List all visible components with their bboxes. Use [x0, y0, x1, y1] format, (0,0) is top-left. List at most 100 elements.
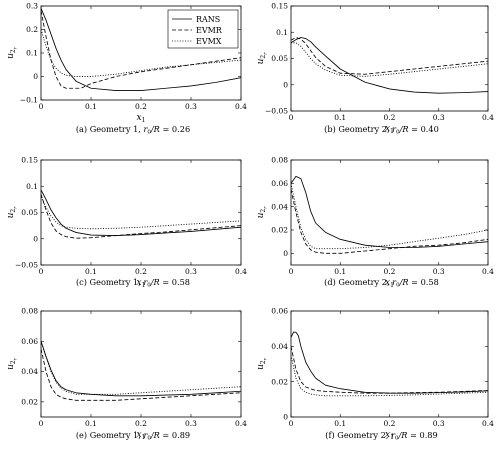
x-tick-label: 0.1 — [85, 267, 97, 276]
series-line-rans — [291, 37, 488, 94]
y-tick-label: 0.2 — [26, 25, 38, 34]
x-axis-label: x1 — [385, 430, 394, 441]
series-line-rans — [291, 175, 488, 248]
x-tick-label: 0 — [289, 267, 294, 276]
x-tick-label: 0.3 — [433, 419, 445, 428]
y-tick-label: 0.04 — [271, 342, 288, 351]
series-line-evmr — [41, 194, 241, 239]
x-axis-label: x1 — [137, 278, 146, 289]
y-tick-label: 0.08 — [271, 156, 288, 165]
plot-frame — [40, 310, 242, 418]
series-line-evmx — [291, 355, 488, 397]
y-axis-label: u2r — [6, 206, 19, 219]
y-tick-label: −0.1 — [20, 96, 38, 105]
chart-panel-5: 0 0.1 0.2 0.3 0.4 0.02 0.04 0.06 0.08 x1 u2r (e) Ge… — [6, 307, 247, 442]
y-tick-label: 0.06 — [271, 307, 288, 316]
x-tick-label: 0.2 — [135, 102, 147, 111]
x-tick-label: 0.2 — [384, 419, 396, 428]
plot-frame — [40, 159, 242, 266]
x-axis-label: x1 — [385, 124, 394, 135]
y-tick-label: 0 — [283, 413, 288, 422]
x-tick-label: 0.4 — [235, 102, 247, 111]
x-tick-label: 0.1 — [334, 267, 346, 276]
panel-caption: (f) Geometry 2, r0/R = 0.89 — [325, 430, 437, 442]
y-tick-label: 0 — [283, 249, 288, 258]
x-axis-label: x1 — [385, 278, 394, 289]
x-tick-label: 0.3 — [185, 102, 197, 111]
panel-caption: (c) Geometry 1, r0/R = 0.58 — [76, 277, 190, 289]
y-tick-label: 0.02 — [21, 397, 38, 406]
y-tick-label: −0.05 — [15, 261, 38, 270]
panel-caption: (b) Geometry 2, r0/R = 0.40 — [324, 124, 439, 136]
y-axis-label: u2r — [256, 357, 269, 370]
x-axis-label: x1 — [137, 430, 146, 441]
x-tick-label: 0 — [39, 267, 44, 276]
x-tick-label: 0 — [289, 419, 294, 428]
legend-label-rans: RANS — [196, 15, 220, 24]
x-tick-label: 0.2 — [384, 113, 396, 122]
series-line-rans — [41, 8, 241, 92]
x-tick-label: 0.3 — [433, 267, 445, 276]
panel-caption: (d) Geometry 2, r0/R = 0.58 — [324, 277, 439, 289]
y-tick-label: 0.15 — [271, 2, 288, 11]
x-tick-label: 0.3 — [185, 419, 197, 428]
y-tick-label: 0 — [283, 80, 288, 89]
y-tick-label: 0 — [33, 72, 38, 81]
series-line-evmr — [291, 189, 488, 254]
y-tick-label: 0.06 — [21, 337, 38, 346]
legend-box — [167, 9, 239, 49]
legend: RANS EVMR EVMX — [167, 9, 239, 49]
y-tick-label: 0.02 — [271, 226, 288, 235]
x-tick-label: 0.1 — [85, 102, 97, 111]
x-tick-label: 0.2 — [135, 419, 147, 428]
x-tick-label: 0.3 — [185, 267, 197, 276]
y-tick-label: 0.3 — [26, 2, 38, 11]
x-tick-label: 0.4 — [482, 267, 494, 276]
panel-caption: (a) Geometry 1, r0/R = 0.26 — [76, 124, 190, 136]
series-line-evmr — [291, 346, 488, 394]
y-tick-label: 0.04 — [271, 202, 288, 211]
x-tick-label: 0.4 — [482, 419, 494, 428]
series-line-rans — [291, 331, 488, 394]
x-tick-label: 0.1 — [334, 419, 346, 428]
x-tick-label: 0.4 — [482, 113, 494, 122]
y-tick-label: 0.08 — [21, 307, 38, 316]
y-tick-label: 0 — [33, 234, 38, 243]
x-tick-label: 0.1 — [334, 113, 346, 122]
series-line-evmr — [291, 37, 488, 75]
x-tick-label: 0.1 — [85, 419, 97, 428]
x-tick-label: 0.3 — [433, 113, 445, 122]
legend-label-evmr: EVMR — [196, 26, 223, 35]
y-tick-label: 0.02 — [271, 377, 288, 386]
x-tick-label: 0.4 — [235, 419, 247, 428]
x-tick-label: 0 — [39, 102, 44, 111]
series-line-evmx — [41, 341, 241, 395]
y-tick-label: 0.15 — [21, 156, 38, 165]
legend-label-evmx: EVMX — [196, 37, 222, 46]
y-tick-label: 0.06 — [271, 179, 288, 188]
y-tick-label: 0.1 — [26, 182, 38, 191]
y-axis-label: u2r — [6, 46, 19, 59]
x-tick-label: 0.4 — [235, 267, 247, 276]
plot-frame — [290, 5, 489, 112]
y-tick-label: 0.05 — [21, 208, 38, 217]
y-tick-label: −0.05 — [265, 107, 288, 116]
series-line-evmr — [41, 10, 241, 89]
y-axis-label: u2r — [256, 52, 269, 65]
y-axis-label: u2r — [256, 206, 269, 219]
series-line-rans — [41, 189, 241, 237]
chart-panel-4: 0 0.1 0.2 0.3 0.4 0 0.02 0.04 0.06 0.08 x1 u2r (d) G… — [256, 156, 494, 289]
x-tick-label: 0.2 — [384, 267, 396, 276]
x-tick-label: 0 — [39, 419, 44, 428]
series-line-evmx — [41, 196, 241, 230]
panel-caption: (e) Geometry 1, r0/R = 0.89 — [76, 430, 190, 442]
y-tick-label: 0.1 — [276, 28, 288, 37]
x-tick-label: 0 — [289, 113, 294, 122]
y-axis-label: u2r — [6, 357, 19, 370]
x-tick-label: 0.2 — [135, 267, 147, 276]
plot-frame — [290, 159, 489, 266]
